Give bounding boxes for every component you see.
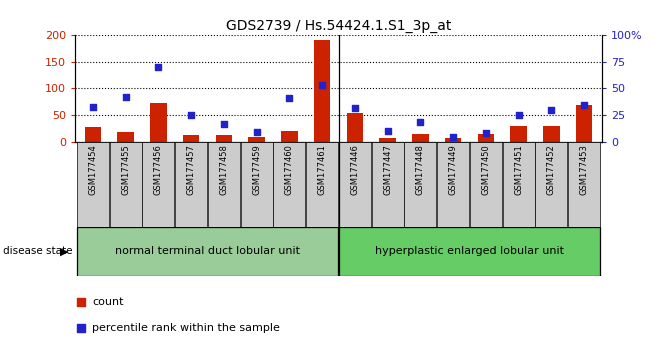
Text: GSM177456: GSM177456 — [154, 144, 163, 195]
FancyBboxPatch shape — [109, 142, 142, 227]
Text: normal terminal duct lobular unit: normal terminal duct lobular unit — [115, 246, 300, 256]
Text: GSM177451: GSM177451 — [514, 144, 523, 195]
Point — [120, 94, 131, 100]
Text: GSM177458: GSM177458 — [219, 144, 229, 195]
FancyBboxPatch shape — [143, 142, 174, 227]
FancyBboxPatch shape — [470, 142, 502, 227]
Text: disease state: disease state — [3, 246, 73, 256]
Point — [546, 107, 557, 113]
Point — [317, 82, 327, 88]
FancyBboxPatch shape — [77, 142, 109, 227]
FancyBboxPatch shape — [339, 142, 371, 227]
Point — [480, 130, 491, 136]
Point — [350, 105, 360, 110]
FancyBboxPatch shape — [175, 142, 207, 227]
Text: GSM177461: GSM177461 — [318, 144, 327, 195]
Point — [270, 204, 280, 210]
Point — [88, 104, 98, 109]
Text: GSM177449: GSM177449 — [449, 144, 458, 195]
Point — [514, 112, 524, 118]
Point — [284, 95, 295, 101]
Bar — [576, 105, 592, 142]
Title: GDS2739 / Hs.54424.1.S1_3p_at: GDS2739 / Hs.54424.1.S1_3p_at — [226, 19, 451, 33]
Bar — [510, 126, 527, 142]
Text: percentile rank within the sample: percentile rank within the sample — [92, 323, 281, 333]
Bar — [314, 40, 330, 142]
Text: GSM177447: GSM177447 — [383, 144, 392, 195]
Text: ▶: ▶ — [59, 246, 68, 256]
FancyBboxPatch shape — [535, 142, 568, 227]
Bar — [543, 126, 560, 142]
Bar — [347, 113, 363, 142]
FancyBboxPatch shape — [77, 227, 338, 276]
Point — [153, 64, 163, 70]
Bar — [249, 137, 265, 142]
Point — [186, 112, 197, 118]
FancyBboxPatch shape — [273, 142, 305, 227]
Bar — [380, 138, 396, 142]
FancyBboxPatch shape — [372, 142, 404, 227]
Text: GSM177450: GSM177450 — [481, 144, 490, 195]
Point — [448, 135, 458, 140]
Text: count: count — [92, 297, 124, 307]
Point — [415, 120, 426, 125]
Text: GSM177452: GSM177452 — [547, 144, 556, 195]
Text: hyperplastic enlarged lobular unit: hyperplastic enlarged lobular unit — [375, 246, 564, 256]
Bar — [215, 135, 232, 142]
Bar — [183, 135, 199, 142]
Text: GSM177459: GSM177459 — [252, 144, 261, 195]
Text: GSM177460: GSM177460 — [285, 144, 294, 195]
Point — [219, 121, 229, 126]
FancyBboxPatch shape — [503, 142, 534, 227]
FancyBboxPatch shape — [404, 142, 436, 227]
FancyBboxPatch shape — [437, 142, 469, 227]
Bar — [445, 138, 462, 142]
Bar — [412, 133, 428, 142]
FancyBboxPatch shape — [568, 142, 600, 227]
FancyBboxPatch shape — [339, 227, 600, 276]
Bar — [281, 131, 298, 142]
Text: GSM177446: GSM177446 — [350, 144, 359, 195]
Bar — [117, 131, 134, 142]
Point — [382, 128, 393, 134]
Text: GSM177454: GSM177454 — [89, 144, 98, 195]
Text: GSM177448: GSM177448 — [416, 144, 425, 195]
Point — [579, 103, 589, 108]
Bar — [150, 103, 167, 142]
Text: GSM177453: GSM177453 — [579, 144, 589, 195]
Bar — [478, 133, 494, 142]
Text: GSM177455: GSM177455 — [121, 144, 130, 195]
FancyBboxPatch shape — [306, 142, 338, 227]
Text: GSM177457: GSM177457 — [187, 144, 196, 195]
Point — [251, 129, 262, 135]
Bar — [85, 127, 101, 142]
FancyBboxPatch shape — [208, 142, 240, 227]
FancyBboxPatch shape — [241, 142, 273, 227]
